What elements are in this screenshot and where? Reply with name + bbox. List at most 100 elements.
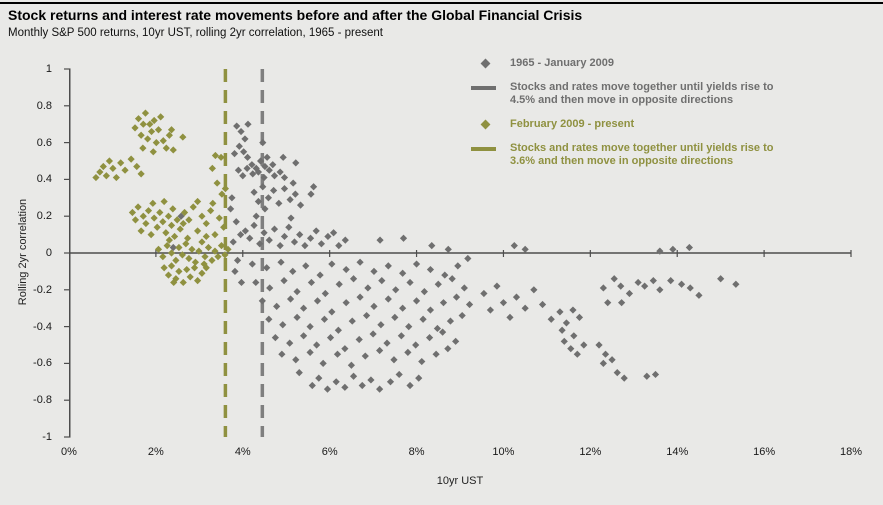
scatter-point bbox=[220, 223, 228, 231]
scatter-point bbox=[150, 116, 158, 125]
scatter-point bbox=[169, 146, 177, 154]
scatter-point bbox=[180, 208, 189, 217]
scatter-point bbox=[562, 319, 571, 327]
scatter-point bbox=[686, 284, 694, 292]
scatter-point bbox=[480, 289, 488, 298]
scatter-point bbox=[232, 218, 240, 226]
scatter-point bbox=[264, 194, 273, 202]
scatter-point bbox=[230, 150, 239, 158]
scatter-point bbox=[302, 262, 310, 270]
scatter-point bbox=[280, 232, 289, 241]
scatter-point bbox=[454, 262, 462, 270]
scatter-point bbox=[399, 269, 407, 277]
scatter-point bbox=[369, 330, 377, 338]
scatter-point bbox=[399, 304, 407, 312]
scatter-point bbox=[439, 328, 447, 336]
scatter-point bbox=[92, 173, 100, 182]
scatter-point bbox=[286, 295, 295, 303]
scatter-point bbox=[147, 231, 155, 239]
scatter-point bbox=[137, 170, 145, 178]
scatter-point bbox=[392, 286, 400, 294]
scatter-point bbox=[146, 120, 154, 128]
scatter-point bbox=[191, 258, 200, 266]
scatter-point bbox=[300, 304, 308, 312]
scatter-point bbox=[167, 262, 176, 270]
scatter-point bbox=[292, 356, 300, 364]
scatter-point bbox=[656, 286, 664, 294]
scatter-point bbox=[685, 243, 693, 252]
scatter-point bbox=[530, 286, 538, 294]
scatter-point bbox=[341, 345, 349, 353]
scatter-point bbox=[293, 288, 301, 296]
scatter-point bbox=[649, 277, 657, 285]
scatter-point bbox=[326, 334, 335, 342]
scatter-point bbox=[190, 264, 199, 272]
scatter-point bbox=[193, 227, 202, 235]
scatter-point bbox=[412, 260, 421, 268]
scatter-point bbox=[296, 201, 305, 209]
scatter-point bbox=[386, 378, 395, 386]
scatter-point bbox=[173, 216, 181, 224]
scatter-point bbox=[277, 258, 285, 266]
scatter-point bbox=[250, 188, 258, 196]
scatter-point bbox=[604, 299, 612, 307]
scatter-point bbox=[560, 337, 568, 345]
scatter-point bbox=[291, 190, 299, 198]
scatter-point bbox=[306, 348, 314, 356]
scatter-point bbox=[406, 278, 414, 287]
scatter-point bbox=[248, 260, 256, 268]
scatter-point bbox=[237, 278, 246, 287]
y-tick-label: 0.6 bbox=[36, 136, 52, 149]
scatter-point bbox=[241, 135, 249, 143]
scatter-point bbox=[209, 199, 217, 207]
scatter-point bbox=[131, 216, 140, 224]
scatter-point bbox=[271, 334, 279, 342]
scatter-point bbox=[391, 313, 399, 321]
scatter-point bbox=[154, 245, 163, 253]
scatter-point bbox=[292, 159, 300, 167]
scatter-point bbox=[486, 306, 495, 314]
scatter-point bbox=[235, 142, 243, 150]
legend-label-olive-series: February 2009 - present bbox=[510, 118, 635, 130]
scatter-point bbox=[231, 267, 239, 275]
scatter-point bbox=[370, 267, 378, 275]
scatter-point bbox=[185, 254, 193, 263]
scatter-point bbox=[370, 302, 378, 310]
scatter-point bbox=[452, 293, 461, 301]
scatter-point bbox=[620, 374, 628, 382]
scatter-point bbox=[117, 159, 125, 167]
scatter-point bbox=[677, 280, 686, 288]
scatter-point bbox=[137, 227, 145, 235]
scatter-point bbox=[169, 243, 177, 252]
scatter-point bbox=[355, 335, 363, 344]
scatter-point bbox=[426, 306, 435, 314]
scatter-point bbox=[233, 122, 241, 130]
scatter-point bbox=[215, 214, 223, 222]
scatter-point bbox=[499, 299, 508, 307]
scatter-point bbox=[147, 127, 156, 136]
scatter-point bbox=[167, 126, 176, 134]
scatter-point bbox=[651, 370, 660, 379]
scatter-point bbox=[301, 242, 309, 250]
scatter-point bbox=[695, 291, 703, 299]
top-divider-rule bbox=[0, 2, 883, 4]
scatter-point bbox=[347, 361, 355, 369]
scatter-point bbox=[617, 282, 625, 290]
scatter-point bbox=[218, 190, 226, 198]
scatter-point bbox=[348, 317, 356, 325]
legend-gray-threshold-line2: 4.5% and then move in opposite direction… bbox=[510, 94, 734, 106]
scatter-point bbox=[384, 262, 392, 270]
scatter-point bbox=[446, 317, 455, 325]
scatter-point bbox=[152, 139, 160, 147]
scatter-point bbox=[349, 275, 358, 283]
scatter-point bbox=[266, 284, 274, 292]
scatter-point bbox=[198, 269, 206, 277]
scatter-point bbox=[595, 341, 603, 349]
scatter-point bbox=[252, 278, 260, 287]
scatter-point bbox=[273, 302, 281, 310]
scatter-point bbox=[237, 231, 245, 239]
scatter-point bbox=[599, 359, 607, 367]
scatter-point bbox=[376, 385, 384, 393]
scatter-point bbox=[415, 374, 423, 382]
scatter-point bbox=[493, 282, 501, 290]
